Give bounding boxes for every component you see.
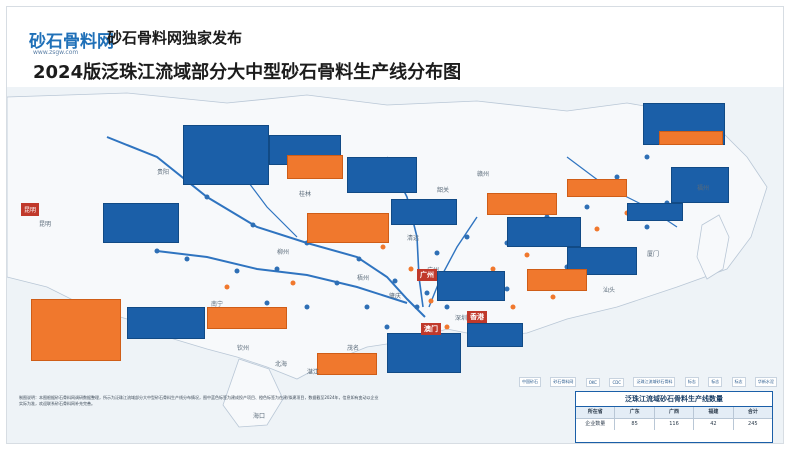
stats-header-cell: 所在省 (576, 407, 616, 418)
map-label-cluster (437, 271, 505, 301)
stats-cell: 企业数量 (576, 419, 616, 430)
city-label: 北海 (275, 361, 288, 368)
map-label-cluster (507, 217, 581, 247)
city-label: 贵阳 (157, 169, 170, 176)
highlight-tag: 澳门 (421, 323, 441, 335)
map-label-cluster (659, 131, 723, 145)
map-label-cluster (127, 307, 205, 339)
stats-header-cell: 广东 (615, 407, 655, 418)
sponsor-logo: 砂石骨料网 (550, 377, 577, 387)
map-label-cluster (467, 323, 523, 347)
city-label: 昆明 (39, 221, 52, 228)
map-label-cluster (103, 203, 179, 243)
map-frame: 砂石骨料网 www.zsgw.com 砂石骨料网独家发布 2024版泛珠江流域部… (6, 6, 784, 444)
city-label: 厦门 (647, 251, 660, 258)
map-label-cluster (567, 179, 627, 197)
city-label: 赣州 (477, 171, 490, 178)
sponsor-logo: 标志 (731, 377, 746, 387)
map-label-cluster (671, 167, 729, 203)
sponsor-logo: 华新水泥 (754, 377, 777, 387)
stats-header-row: 所在省 广东 广西 福建 合计 (576, 407, 773, 419)
stats-header-cell: 福建 (694, 407, 734, 418)
highlight-tag: 香港 (467, 311, 487, 323)
map-label-cluster (183, 125, 269, 185)
city-label: 清远 (407, 235, 420, 242)
city-label: 茂名 (347, 345, 360, 352)
stats-cell: 245 (748, 421, 758, 427)
city-label: 肇庆 (389, 293, 402, 300)
city-label: 柳州 (277, 249, 290, 256)
sponsor-logo: 中国砂石 (519, 377, 541, 387)
map-label-cluster (287, 155, 343, 179)
map-label-cluster (487, 193, 557, 215)
city-label: 梧州 (357, 275, 370, 282)
city-label: 福州 (697, 185, 710, 192)
tagline: 砂石骨料网独家发布 (107, 29, 243, 47)
site-url: www.zsgw.com (33, 49, 79, 56)
sponsor-logo: 标志 (708, 377, 723, 387)
stats-data-row: 企业数量 85 116 42 245 (576, 419, 772, 430)
stats-table: 泛珠江流域砂石骨料生产线数量 所在省 广东 广西 福建 合计 企业数量 85 1… (575, 391, 773, 443)
map-label-cluster (387, 333, 461, 373)
map-note: 制图说明：本图根据砂石骨料网调研数据整理，所示为泛珠江流域部分大中型砂石骨料生产… (19, 395, 379, 406)
stats-title: 泛珠江流域砂石骨料生产线数量 (576, 392, 772, 407)
map-label-cluster (207, 307, 287, 329)
city-label: 钦州 (237, 345, 250, 352)
city-label: 桂林 (299, 191, 312, 198)
map-label-cluster (31, 299, 121, 361)
header: 砂石骨料网 www.zsgw.com 砂石骨料网独家发布 2024版泛珠江流域部… (7, 7, 783, 87)
city-label: 海口 (253, 413, 266, 420)
map-label-cluster (307, 213, 389, 243)
map-label-cluster (527, 269, 587, 291)
highlight-tag: 昆明 (21, 203, 40, 216)
stats-header-cell: 广西 (654, 407, 695, 418)
stats-cell: 116 (655, 419, 695, 430)
map-label-cluster (347, 157, 417, 193)
site-logo: 砂石骨料网 (29, 32, 114, 52)
sponsor-logo: OKC (585, 377, 601, 387)
city-label: 汕头 (603, 287, 616, 294)
map-label-cluster (317, 353, 377, 375)
page-title: 2024版泛珠江流域部分大中型砂石骨料生产线分布图 (33, 62, 462, 83)
sponsor-logo: CDC (609, 377, 625, 387)
highlight-tag: 广州 (417, 269, 437, 281)
city-label: 南宁 (211, 301, 224, 308)
stats-cell: 42 (694, 419, 734, 430)
stats-header-cell: 合计 (733, 407, 773, 418)
stats-cell: 85 (615, 419, 655, 430)
sponsor-logo: 标志 (684, 377, 699, 387)
sponsor-strip: 中国砂石 砂石骨料网 OKC CDC 泛珠江流域砂石骨料 标志 标志 标志 华新… (519, 375, 777, 389)
city-label: 湛江 (307, 369, 320, 376)
city-label: 韶关 (437, 187, 450, 194)
city-label: 深圳 (455, 315, 468, 322)
map-label-cluster (391, 199, 457, 225)
sponsor-logo: 泛珠江流域砂石骨料 (633, 377, 676, 387)
map-label-cluster (627, 203, 683, 221)
